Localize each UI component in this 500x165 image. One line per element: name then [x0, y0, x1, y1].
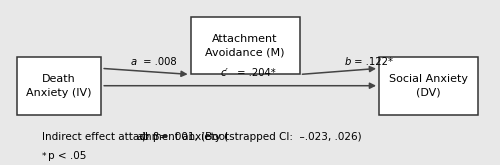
Text: ab: ab [136, 132, 149, 142]
FancyBboxPatch shape [190, 16, 300, 74]
Text: = .122*: = .122* [351, 57, 393, 66]
Text: Indirect effect attachment anxiety (: Indirect effect attachment anxiety ( [42, 132, 228, 142]
Text: c′: c′ [220, 68, 228, 78]
Text: Social Anxiety
(DV): Social Anxiety (DV) [389, 74, 468, 98]
Text: ): β= .001, (Bootstrapped CI:  –.023, .026): ): β= .001, (Bootstrapped CI: –.023, .02… [142, 132, 361, 142]
Text: p < .05: p < .05 [48, 151, 86, 161]
Text: = .204*: = .204* [234, 68, 276, 78]
Text: *: * [42, 152, 46, 161]
Text: Death
Anxiety (IV): Death Anxiety (IV) [26, 74, 92, 98]
Text: = .008: = .008 [140, 57, 176, 66]
FancyBboxPatch shape [17, 57, 102, 115]
FancyBboxPatch shape [379, 57, 478, 115]
Text: b: b [344, 57, 350, 66]
Text: Attachment
Avoidance (M): Attachment Avoidance (M) [206, 33, 285, 58]
Text: a: a [131, 57, 137, 66]
